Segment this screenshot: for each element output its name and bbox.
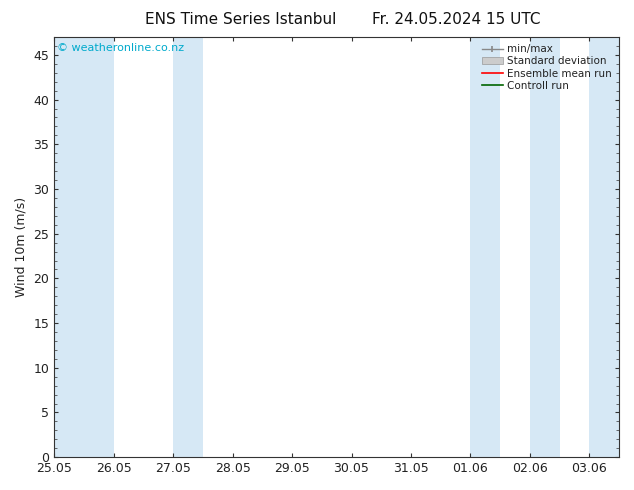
Y-axis label: Wind 10m (m/s): Wind 10m (m/s) [15, 197, 28, 297]
Legend: min/max, Standard deviation, Ensemble mean run, Controll run: min/max, Standard deviation, Ensemble me… [478, 40, 616, 95]
Text: Fr. 24.05.2024 15 UTC: Fr. 24.05.2024 15 UTC [372, 12, 541, 27]
Text: ENS Time Series Istanbul: ENS Time Series Istanbul [145, 12, 337, 27]
Bar [589, 37, 619, 457]
Bar [55, 37, 113, 457]
Text: © weatheronline.co.nz: © weatheronline.co.nz [57, 43, 184, 53]
Bar [173, 37, 203, 457]
Bar [530, 37, 560, 457]
Bar [470, 37, 500, 457]
